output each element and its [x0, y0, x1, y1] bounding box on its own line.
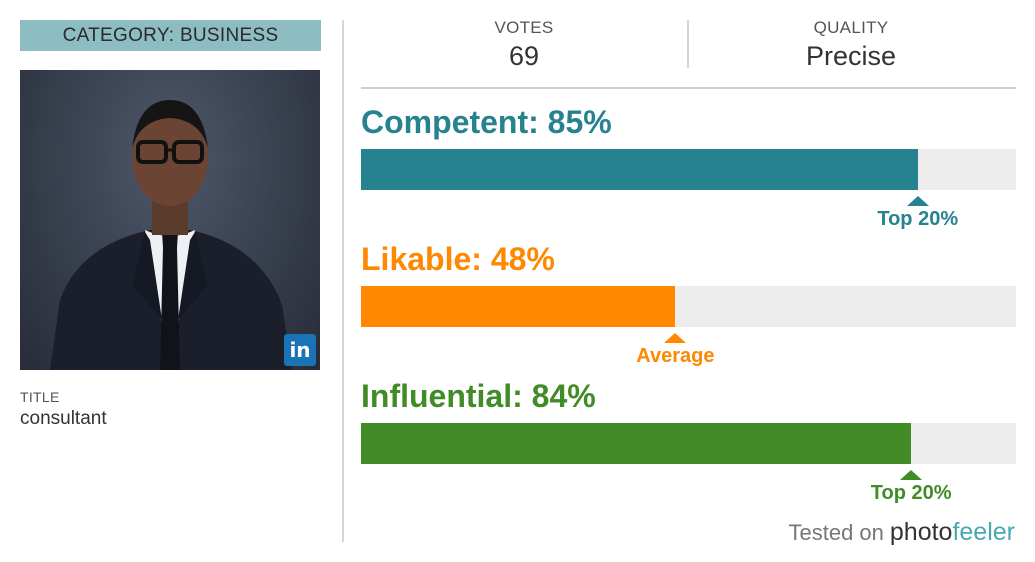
competent-title: Competent: 85% — [361, 104, 612, 140]
influential-rank-marker — [900, 470, 923, 480]
likable-rank-marker — [664, 333, 687, 343]
votes-stat: VOTES 69 — [424, 18, 624, 72]
likable-bar-fill — [361, 286, 676, 327]
competent-rank-label: Top 20% — [877, 208, 959, 230]
influential-title: Influential: 84% — [361, 378, 596, 414]
profile-photo-illustration — [50, 100, 292, 370]
photofeeler-footer: Tested on photofeeler — [788, 518, 1015, 547]
quality-label: QUALITY — [813, 18, 889, 37]
influential-bar-fill — [361, 423, 912, 464]
likable-rank-label: Average — [636, 345, 715, 367]
title-label: TITLE — [20, 389, 60, 405]
quality-value: Precise — [805, 41, 897, 71]
stat-divider — [687, 20, 689, 68]
competent-rank-marker — [906, 196, 929, 206]
category-badge: CATEGORY: BUSINESS — [20, 20, 321, 51]
competent-bar-track — [361, 149, 1016, 190]
likable-title: Likable: 48% — [361, 241, 555, 277]
linkedin-icon[interactable]: in — [284, 334, 316, 366]
quality-stat: QUALITY Precise — [751, 18, 951, 72]
column-divider — [342, 20, 344, 542]
competent-bar-fill — [361, 149, 918, 190]
likable-bar-track — [361, 286, 1016, 327]
influential-bar-track — [361, 423, 1016, 464]
brand-photo-text: photo — [889, 518, 953, 546]
title-value: consultant — [20, 408, 107, 429]
influential-rank-label: Top 20% — [870, 482, 952, 504]
tested-on-text: Tested on — [788, 520, 884, 545]
profile-photo: in — [20, 70, 320, 370]
brand-feeler-text: feeler — [952, 518, 1015, 546]
votes-value: 69 — [508, 41, 540, 71]
votes-label: VOTES — [494, 18, 554, 37]
header-divider — [361, 87, 1016, 89]
